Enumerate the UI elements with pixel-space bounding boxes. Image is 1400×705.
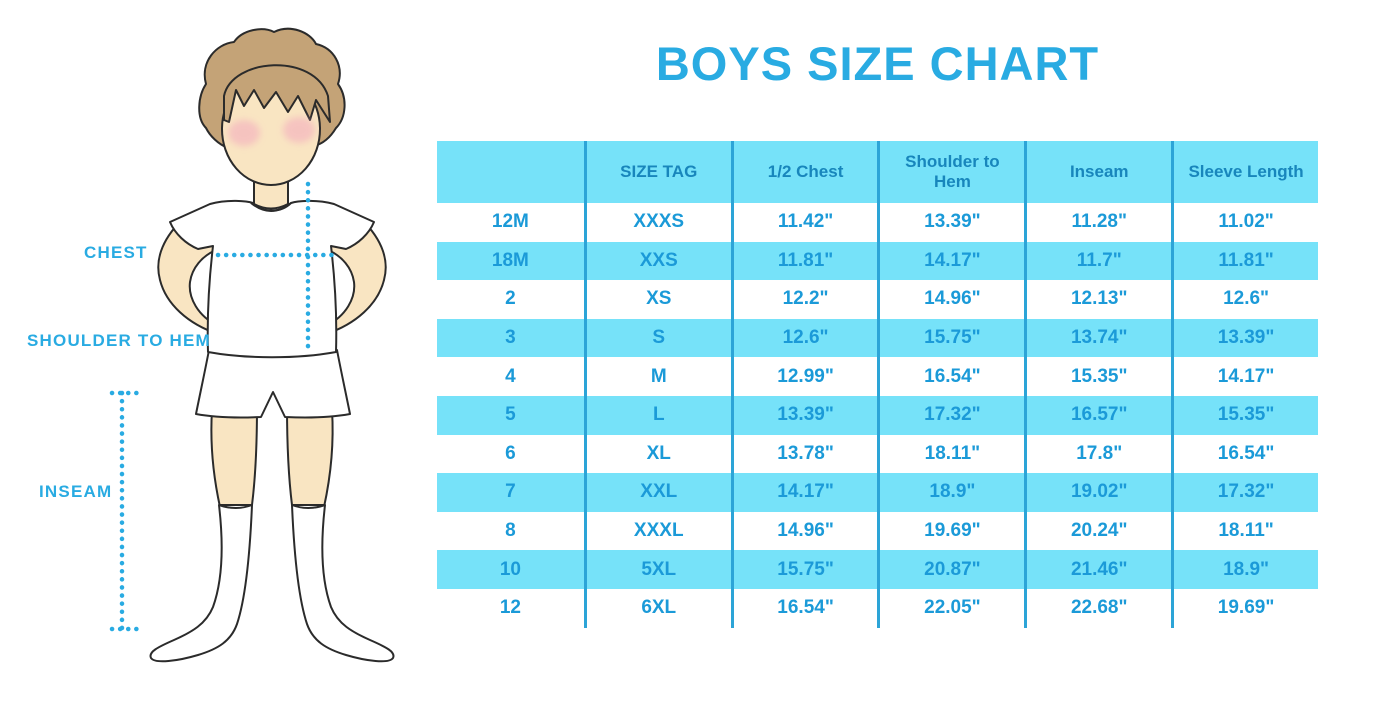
table-cell: 17.32": [1171, 473, 1318, 512]
table-cell: 15.35": [1171, 395, 1318, 435]
table-cell: XL: [583, 434, 731, 474]
table-cell: 11.28": [1024, 203, 1171, 242]
table-cell: S: [583, 318, 731, 358]
table-cell: 11.42": [730, 203, 878, 242]
size-table: SIZE TAG 1/2 Chest Shoulder to Hem Inseam Sl…: [437, 141, 1318, 628]
table-cell: 15.35": [1024, 357, 1171, 396]
legs: [210, 405, 334, 508]
table-cell: 19.02": [1024, 473, 1172, 512]
table-cell: 18.9": [1171, 550, 1318, 589]
table-cell: 15.75": [877, 318, 1025, 358]
shorts: [195, 349, 351, 419]
row-label: 10: [437, 550, 584, 589]
table-cell: 13.39": [877, 203, 1024, 242]
column-header: Shoulder to Hem: [877, 141, 1025, 203]
table-cell: L: [583, 395, 731, 435]
row-label: 7: [437, 473, 584, 512]
row-label: 5: [437, 395, 584, 435]
inseam-label: INSEAM: [39, 482, 113, 501]
row-label: 4: [505, 365, 516, 387]
table-cell: 12.6": [1171, 280, 1318, 319]
table-cell: 11.81": [730, 241, 878, 281]
table-cell: 16.54": [730, 588, 878, 628]
table-cell: 14.96": [730, 511, 878, 551]
t-shirt: [169, 199, 375, 359]
socks: [149, 504, 395, 663]
measurement-lines: [109, 181, 337, 632]
table-cell: 12.2": [730, 280, 878, 319]
row-label: 18M: [437, 241, 584, 281]
table-cell: 18.9": [877, 473, 1025, 512]
row-label: 12M: [491, 211, 529, 233]
table-cell: 14.17": [877, 241, 1025, 281]
table-cell: 12.6": [730, 318, 878, 358]
table-cell: 17.8": [1024, 434, 1171, 474]
table-cell: 15.75": [730, 550, 878, 589]
table-cell: 18.11": [1171, 511, 1318, 551]
table-cell: 6XL: [583, 588, 731, 628]
table-cell: 5XL: [583, 550, 731, 589]
table-cell: XXXL: [583, 511, 731, 551]
table-cell: 12.99": [730, 357, 878, 396]
table-cell: 16.54": [877, 357, 1024, 396]
table-cell: 13.39": [1171, 318, 1318, 358]
page-title: BOYS SIZE CHART: [655, 37, 1100, 90]
column-header: SIZE TAG: [583, 141, 731, 203]
table-cell: 19.69": [877, 511, 1024, 551]
table-cell: M: [583, 357, 731, 396]
corner-header: [437, 141, 584, 203]
column-header: Inseam: [1024, 141, 1172, 203]
table-cell: 22.05": [877, 588, 1024, 628]
table-cell: 11.7": [1024, 241, 1172, 281]
table-cell: 14.17": [1171, 357, 1318, 396]
table-cell: 14.17": [730, 473, 878, 512]
row-label: 6: [505, 442, 516, 464]
column-header: Sleeve Length: [1171, 141, 1318, 203]
table-cell: 20.24": [1024, 511, 1171, 551]
row-label: 3: [437, 318, 584, 358]
table-cell: 17.32": [877, 395, 1025, 435]
table-cell: 22.68": [1024, 588, 1171, 628]
table-cell: 13.74": [1024, 318, 1172, 358]
cheek-blush: [228, 117, 315, 146]
table-cell: 12.13": [1024, 280, 1171, 319]
boy-illustration-svg: [109, 27, 395, 663]
table-cell: XXS: [583, 241, 731, 281]
bangs-hair: [223, 64, 331, 123]
table-cell: XS: [583, 280, 731, 319]
table-cell: 16.57": [1024, 395, 1172, 435]
table-cell: 18.11": [877, 434, 1024, 474]
chest-label: CHEST: [84, 243, 148, 262]
row-label: 2: [505, 288, 516, 310]
shoulder-to-hem-label: SHOULDER TO HEM: [27, 331, 211, 350]
row-label: 8: [505, 520, 516, 542]
table-cell: 21.46": [1024, 550, 1172, 589]
table-cell: 16.54": [1171, 434, 1318, 474]
boy-illustration: [0, 0, 430, 700]
table-cell: XXXS: [583, 203, 731, 242]
table-cell: 19.69": [1171, 588, 1318, 628]
table-cell: 11.81": [1171, 241, 1318, 281]
table-cell: 14.96": [877, 280, 1024, 319]
table-cell: 13.78": [730, 434, 878, 474]
row-label: 12: [499, 597, 521, 619]
table-cell: XXL: [583, 473, 731, 512]
table-cell: 11.02": [1171, 203, 1318, 242]
table-cell: 13.39": [730, 395, 878, 435]
table-cell: 20.87": [877, 550, 1025, 589]
column-header: 1/2 Chest: [730, 141, 878, 203]
